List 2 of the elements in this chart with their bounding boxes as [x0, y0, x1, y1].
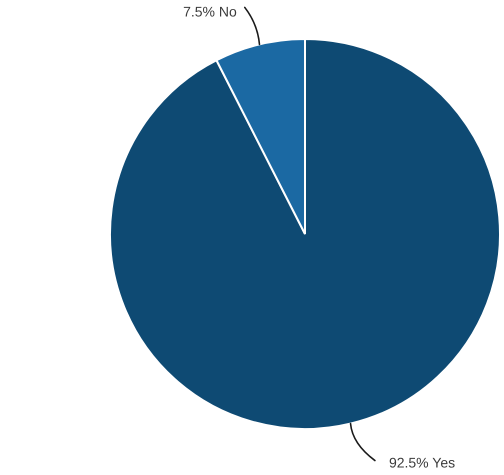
slice-label: 7.5% No — [183, 3, 237, 20]
slice-label: 92.5% Yes — [388, 454, 456, 471]
